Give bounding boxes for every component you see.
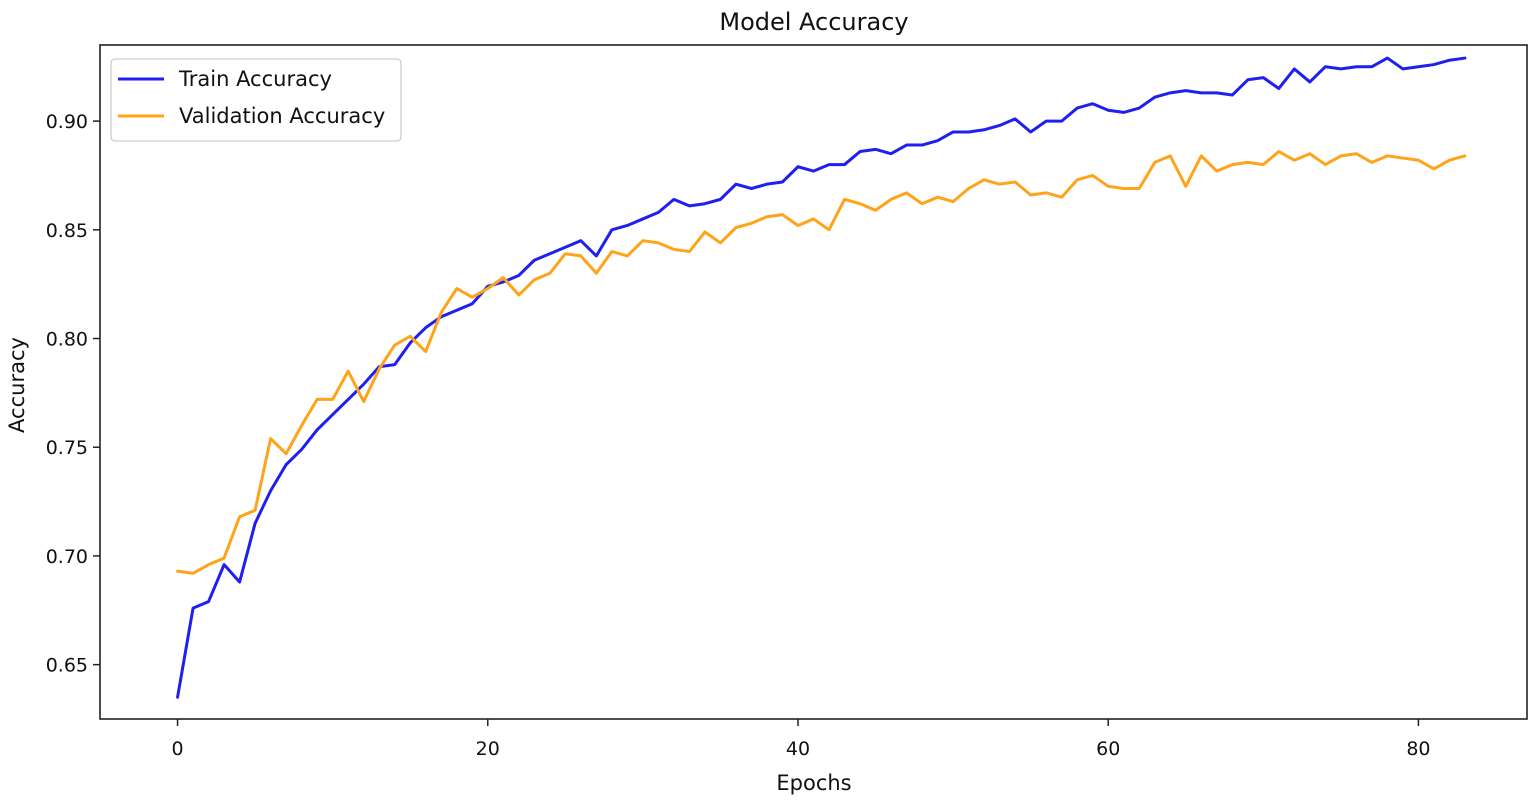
series-line-validation-accuracy: [176, 150, 1467, 575]
y-tick-label: 0.75: [46, 437, 88, 459]
x-axis-title: Epochs: [776, 771, 851, 795]
chart-title: Model Accuracy: [719, 8, 908, 36]
y-axis-title: Accuracy: [5, 337, 29, 433]
x-tick-label: 0: [172, 738, 184, 760]
series-line-train-accuracy: [176, 56, 1467, 699]
legend: Train Accuracy Validation Accuracy: [110, 58, 402, 142]
x-tick-label: 20: [476, 738, 500, 760]
y-tick-label: 0.80: [46, 329, 88, 351]
x-tick-label: 60: [1096, 738, 1120, 760]
x-tick-label: 40: [786, 738, 810, 760]
y-tick-label: 0.85: [46, 220, 88, 242]
legend-box: [110, 58, 402, 142]
y-tick-label: 0.90: [46, 111, 88, 133]
legend-label-validation-accuracy: Validation Accuracy: [179, 104, 385, 128]
plot-frame: [99, 44, 1528, 720]
x-tick-label: 80: [1406, 738, 1430, 760]
y-tick-label: 0.70: [46, 546, 88, 568]
y-tick-label: 0.65: [46, 655, 88, 677]
plot-area: 0 20 40 60 80 0.65 0.70 0.75 0.80 0.85 0.90: [46, 44, 1528, 760]
legend-label-train-accuracy: Train Accuracy: [178, 67, 332, 91]
